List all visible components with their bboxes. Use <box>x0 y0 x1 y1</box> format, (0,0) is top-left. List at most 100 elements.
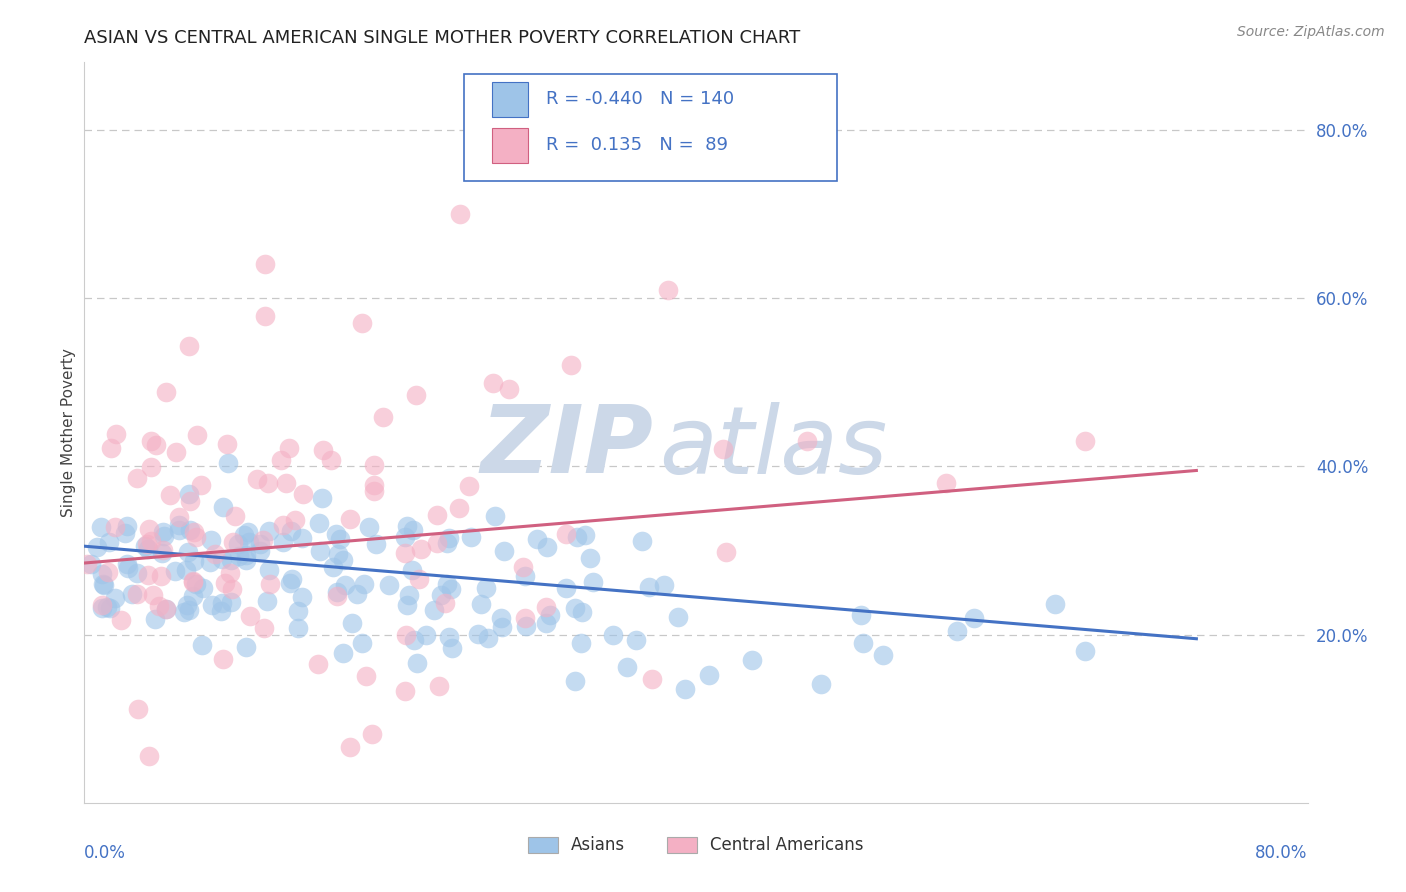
Central Americans <box>136 567 159 582</box>
Asians <box>177 545 200 559</box>
Central Americans <box>711 442 734 456</box>
Central Americans <box>312 443 335 458</box>
Central Americans <box>361 726 384 740</box>
Central Americans <box>408 572 430 586</box>
Central Americans <box>179 493 201 508</box>
Asians <box>332 553 354 567</box>
Asians <box>91 600 114 615</box>
Asians <box>209 604 232 618</box>
Asians <box>169 523 191 537</box>
Asians <box>849 607 872 622</box>
Asians <box>333 578 356 592</box>
Asians <box>174 563 197 577</box>
Central Americans <box>481 376 503 391</box>
Central Americans <box>217 437 239 451</box>
Asians <box>259 563 281 577</box>
Asians <box>945 624 967 639</box>
Asians <box>1043 597 1066 611</box>
Text: atlas: atlas <box>659 402 887 493</box>
Asians <box>183 554 205 568</box>
Asians <box>582 574 605 589</box>
Asians <box>257 524 280 539</box>
Asians <box>475 581 498 595</box>
Asians <box>287 605 309 619</box>
Asians <box>329 533 352 547</box>
Asians <box>554 582 576 596</box>
Central Americans <box>256 475 278 490</box>
Asians <box>117 561 139 575</box>
Asians <box>219 553 242 567</box>
Central Americans <box>555 527 578 541</box>
Asians <box>564 673 586 688</box>
Asians <box>155 602 177 616</box>
Central Americans <box>1074 434 1097 448</box>
Asians <box>228 549 250 563</box>
Asians <box>852 636 875 650</box>
Asians <box>460 531 482 545</box>
Central Americans <box>339 739 361 754</box>
Central Americans <box>139 534 162 549</box>
Central Americans <box>152 543 174 558</box>
Central Americans <box>458 479 481 493</box>
Asians <box>291 591 314 605</box>
Asians <box>963 610 986 624</box>
Asians <box>366 537 388 551</box>
Central Americans <box>254 257 277 271</box>
Asians <box>440 582 463 597</box>
Central Americans <box>277 441 299 455</box>
Asians <box>173 605 195 619</box>
Central Americans <box>321 453 343 467</box>
Asians <box>150 546 173 560</box>
Asians <box>415 627 437 641</box>
Central Americans <box>270 453 292 467</box>
Asians <box>211 552 233 566</box>
Asians <box>325 526 347 541</box>
Central Americans <box>641 673 664 687</box>
Asians <box>536 540 558 554</box>
Asians <box>235 552 257 566</box>
Asians <box>637 580 659 594</box>
Central Americans <box>127 587 149 601</box>
Y-axis label: Single Mother Poverty: Single Mother Poverty <box>60 348 76 517</box>
Asians <box>281 572 304 586</box>
Central Americans <box>394 628 416 642</box>
Asians <box>569 636 592 650</box>
Asians <box>624 633 647 648</box>
Central Americans <box>76 557 98 571</box>
Central Americans <box>125 471 148 485</box>
Asians <box>117 557 139 571</box>
Central Americans <box>159 487 181 501</box>
Asians <box>93 578 115 592</box>
Central Americans <box>427 679 450 693</box>
Central Americans <box>363 458 385 472</box>
Asians <box>235 548 257 562</box>
Asians <box>200 555 222 569</box>
Central Americans <box>104 427 127 442</box>
Asians <box>352 636 374 650</box>
Asians <box>571 605 593 619</box>
Central Americans <box>183 575 205 590</box>
Asians <box>652 578 675 592</box>
Asians <box>235 640 257 654</box>
Text: R = -0.440   N = 140: R = -0.440 N = 140 <box>546 90 734 109</box>
Asians <box>152 525 174 540</box>
Central Americans <box>135 537 157 551</box>
Asians <box>564 601 586 615</box>
Central Americans <box>104 520 127 534</box>
Text: 80.0%: 80.0% <box>1256 844 1308 862</box>
Asians <box>353 577 375 591</box>
Central Americans <box>253 309 276 323</box>
Asians <box>394 530 416 544</box>
Central Americans <box>273 517 295 532</box>
Asians <box>114 525 136 540</box>
Central Americans <box>110 613 132 627</box>
Asians <box>249 537 271 551</box>
Central Americans <box>274 475 297 490</box>
Asians <box>143 612 166 626</box>
Central Americans <box>246 472 269 486</box>
Asians <box>579 551 602 566</box>
Central Americans <box>339 512 361 526</box>
Asians <box>104 591 127 605</box>
Asians <box>179 523 201 537</box>
Asians <box>311 491 333 505</box>
